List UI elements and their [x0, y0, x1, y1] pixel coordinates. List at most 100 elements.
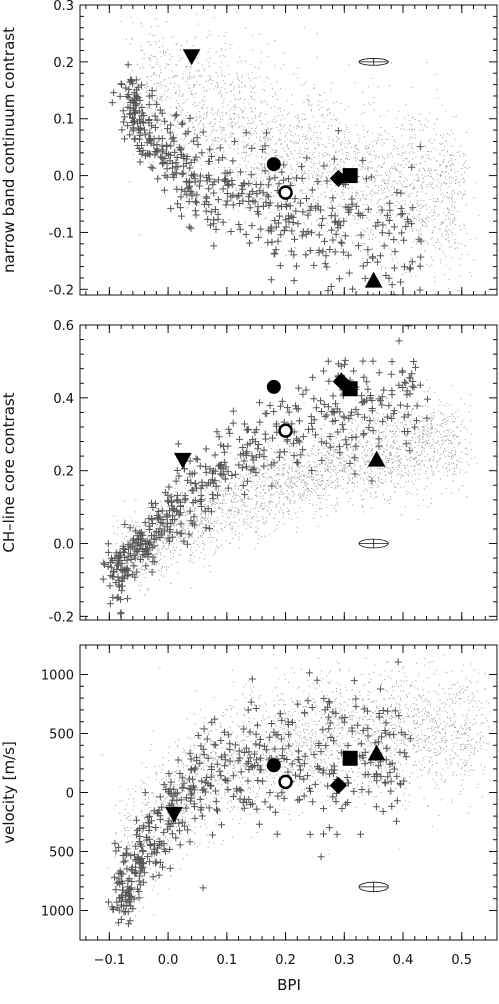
plus-point	[360, 262, 367, 269]
cloud-dot	[354, 82, 355, 83]
cloud-dot	[403, 160, 404, 161]
cloud-dot	[243, 129, 244, 130]
cloud-dot	[299, 139, 300, 140]
cloud-dot	[456, 116, 457, 117]
cloud-dot	[412, 129, 413, 130]
cloud-dot	[424, 448, 425, 449]
cloud-dot	[214, 521, 215, 522]
cloud-dot	[205, 520, 206, 521]
cloud-dot	[276, 491, 277, 492]
cloud-dot	[158, 82, 159, 83]
cloud-dot	[365, 168, 366, 169]
cloud-dot	[209, 134, 210, 135]
cloud-dot	[269, 534, 270, 535]
cloud-dot	[326, 147, 327, 148]
cloud-dot	[347, 158, 348, 159]
cloud-dot	[248, 496, 249, 497]
plus-point	[417, 143, 424, 150]
cloud-dot	[350, 214, 351, 215]
cloud-dot	[447, 447, 448, 448]
cloud-dot	[187, 112, 188, 113]
cloud-dot	[192, 148, 193, 149]
cloud-dot	[411, 456, 412, 457]
cloud-dot	[204, 558, 205, 559]
cloud-dot	[347, 148, 348, 149]
cloud-dot	[208, 81, 209, 82]
cloud-dot	[333, 201, 334, 202]
cloud-dot	[337, 486, 338, 487]
cloud-dot	[448, 218, 449, 219]
cloud-dot	[317, 175, 318, 176]
cloud-dot	[251, 527, 252, 528]
cloud-dot	[411, 410, 412, 411]
cloud-dot	[233, 522, 234, 523]
cloud-dot	[458, 194, 459, 195]
cloud-dot	[422, 442, 423, 443]
cloud-dot	[451, 170, 452, 171]
cloud-dot	[361, 158, 362, 159]
cloud-dot	[165, 99, 166, 100]
cloud-dot	[387, 441, 388, 442]
cloud-dot	[331, 459, 332, 460]
cloud-dot	[366, 199, 367, 200]
cloud-dot	[163, 50, 164, 51]
cloud-dot	[252, 49, 253, 50]
cloud-dot	[277, 473, 278, 474]
cloud-dot	[443, 182, 444, 183]
cloud-dot	[359, 181, 360, 182]
cloud-dot	[221, 173, 222, 174]
cloud-dot	[213, 526, 214, 527]
cloud-dot	[202, 101, 203, 102]
cloud-dot	[363, 499, 364, 500]
cloud-dot	[405, 151, 406, 152]
cloud-dot	[295, 142, 296, 143]
cloud-dot	[290, 165, 291, 166]
cloud-dot	[149, 559, 150, 560]
cloud-dot	[461, 452, 462, 453]
cloud-dot	[226, 112, 227, 113]
plus-point	[291, 236, 298, 243]
cloud-dot	[245, 222, 246, 223]
cloud-dot	[449, 160, 450, 161]
cloud-dot	[380, 116, 381, 117]
cloud-dot	[309, 170, 310, 171]
cloud-dot	[348, 469, 349, 470]
cloud-dot	[282, 115, 283, 116]
cloud-dot	[386, 475, 387, 476]
cloud-dot	[338, 444, 339, 445]
cloud-dot	[221, 94, 222, 95]
cloud-dot	[417, 241, 418, 242]
cloud-dot	[225, 139, 226, 140]
cloud-dot	[246, 168, 247, 169]
cloud-dot	[206, 90, 207, 91]
cloud-dot	[305, 193, 306, 194]
cloud-dot	[224, 36, 225, 37]
cloud-dot	[329, 166, 330, 167]
cloud-dot	[352, 450, 353, 451]
cloud-dot	[149, 89, 150, 90]
cloud-dot	[231, 122, 232, 123]
cloud-dot	[427, 478, 428, 479]
cloud-dot	[238, 448, 239, 449]
cloud-dot	[402, 227, 403, 228]
cloud-dot	[168, 165, 169, 166]
cloud-dot	[431, 483, 432, 484]
cloud-dot	[265, 153, 266, 154]
cloud-dot	[397, 460, 398, 461]
cloud-dot	[428, 431, 429, 432]
cloud-dot	[453, 164, 454, 165]
cloud-dot	[294, 247, 295, 248]
plus-point	[223, 201, 230, 208]
cloud-dot	[287, 511, 288, 512]
cloud-dot	[393, 425, 394, 426]
cloud-dot	[272, 495, 273, 496]
cloud-dot	[163, 53, 164, 54]
cloud-dot	[425, 434, 426, 435]
cloud-dot	[361, 169, 362, 170]
cloud-dot	[460, 443, 461, 444]
plus-point	[310, 262, 317, 269]
cloud-dot	[231, 136, 232, 137]
cloud-dot	[335, 169, 336, 170]
cloud-dot	[393, 181, 394, 182]
cloud-dot	[325, 152, 326, 153]
